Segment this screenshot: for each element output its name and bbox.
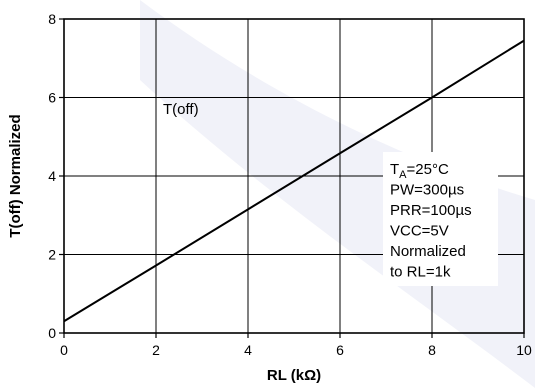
annotation-line-2: PRR=100µs — [390, 202, 472, 219]
x-tick-label-5: 10 — [516, 342, 532, 358]
series-layer — [63, 39, 525, 323]
x-tick-label-2: 4 — [244, 342, 252, 358]
x-tick-label-4: 8 — [428, 342, 436, 358]
x-tick-label-0: 0 — [60, 342, 68, 358]
annotation-box — [383, 152, 498, 286]
y-tick-label-3: 6 — [48, 90, 56, 106]
series-label: T(off) — [163, 101, 199, 118]
x-tick-label-3: 6 — [336, 342, 344, 358]
y-tick-label-4: 8 — [48, 11, 56, 27]
y-tick-label-1: 2 — [48, 247, 56, 263]
annotation-line-4: Normalized — [390, 243, 466, 260]
y-tick-label-2: 4 — [48, 168, 56, 184]
y-axis-label: T(off) Normalized — [7, 114, 24, 237]
annotation-text: TA=25°CPW=300µs PRR=100µs VCC=5V Normalized… — [390, 161, 472, 281]
y-tick-label-0: 0 — [48, 325, 56, 341]
series-line-0 — [63, 39, 525, 323]
y-tick-labels: 0 2 4 6 8 — [48, 11, 64, 341]
annotation-line-1: PW=300µs — [390, 182, 464, 199]
x-tick-label-1: 2 — [152, 342, 160, 358]
annotation-line-5: to RL=1k — [390, 264, 451, 281]
annotation-line-3: VCC=5V — [390, 223, 449, 240]
annotation-line-0: TA=25°C — [390, 161, 449, 181]
x-tick-labels: 0 2 4 6 8 10 — [60, 333, 532, 358]
x-axis-label: RL (kΩ) — [267, 367, 321, 384]
